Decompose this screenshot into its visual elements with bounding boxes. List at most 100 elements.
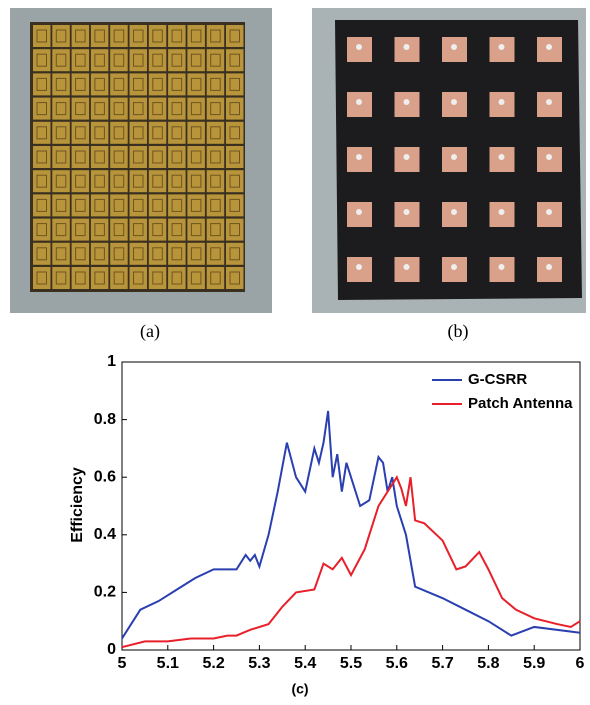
unit-cell [187, 146, 205, 168]
unit-cell [72, 49, 90, 71]
unit-cell [226, 122, 244, 144]
unit-cell [72, 194, 90, 216]
unit-cell [207, 73, 225, 95]
feed-point [356, 44, 362, 50]
feed-point [451, 154, 457, 160]
feed-point [546, 209, 552, 215]
unit-cell [33, 146, 51, 168]
unit-cell [207, 146, 225, 168]
y-tick-label: 0 [107, 641, 116, 658]
unit-cell [33, 98, 51, 120]
y-tick-label: 0.2 [94, 584, 116, 601]
caption-a: (a) [140, 321, 160, 342]
feed-point [451, 209, 457, 215]
unit-cell [149, 98, 167, 120]
x-tick-label: 5.4 [294, 655, 316, 672]
unit-cell [207, 98, 225, 120]
unit-cell [187, 194, 205, 216]
legend-label: Patch Antenna [468, 395, 573, 412]
unit-cell [226, 219, 244, 241]
caption-c: (c) [291, 681, 308, 697]
unit-cell [33, 122, 51, 144]
unit-cell [130, 49, 148, 71]
unit-cell [187, 267, 205, 289]
unit-cell [149, 25, 167, 47]
unit-cell [52, 243, 70, 265]
unit-cell [168, 146, 186, 168]
unit-cell [110, 194, 128, 216]
unit-cell [91, 146, 109, 168]
feed-point [546, 99, 552, 105]
x-tick-label: 5.3 [248, 655, 270, 672]
unit-cell [149, 122, 167, 144]
unit-cell [207, 194, 225, 216]
x-tick-label: 5.9 [523, 655, 545, 672]
feed-point [499, 99, 505, 105]
unit-cell [187, 98, 205, 120]
unit-cell [226, 194, 244, 216]
unit-cell [110, 170, 128, 192]
unit-cell [187, 122, 205, 144]
unit-cell [72, 25, 90, 47]
unit-cell [226, 98, 244, 120]
unit-cell [33, 25, 51, 47]
feed-point [546, 264, 552, 270]
x-tick-label: 5.6 [386, 655, 408, 672]
unit-cell [110, 25, 128, 47]
unit-cell [72, 122, 90, 144]
unit-cell [91, 25, 109, 47]
unit-cell [207, 267, 225, 289]
unit-cell [207, 219, 225, 241]
unit-cell [226, 49, 244, 71]
unit-cell [52, 219, 70, 241]
data-line [122, 477, 580, 647]
unit-cell [207, 49, 225, 71]
unit-cell [130, 219, 148, 241]
unit-cell [149, 194, 167, 216]
unit-cell [72, 146, 90, 168]
unit-cell [168, 49, 186, 71]
unit-cell [52, 267, 70, 289]
x-tick-label: 5.5 [340, 655, 362, 672]
feed-point [546, 44, 552, 50]
unit-cell [91, 122, 109, 144]
unit-cell [91, 98, 109, 120]
unit-cell [226, 146, 244, 168]
unit-cell [187, 219, 205, 241]
x-tick-label: 5.1 [157, 655, 179, 672]
unit-cell [91, 267, 109, 289]
unit-cell [168, 267, 186, 289]
unit-cell [91, 73, 109, 95]
unit-cell [33, 73, 51, 95]
y-axis-label: Efficiency [69, 467, 86, 543]
unit-cell [187, 73, 205, 95]
unit-cell [168, 25, 186, 47]
unit-cell [149, 243, 167, 265]
unit-cell [110, 122, 128, 144]
unit-cell [207, 170, 225, 192]
unit-cell [33, 49, 51, 71]
unit-cell [187, 49, 205, 71]
unit-cell [130, 146, 148, 168]
unit-cell [130, 267, 148, 289]
feed-point [404, 99, 410, 105]
unit-cell [91, 219, 109, 241]
unit-cell [33, 219, 51, 241]
unit-cell [149, 49, 167, 71]
unit-cell [130, 98, 148, 120]
feed-point [499, 209, 505, 215]
unit-cell [226, 170, 244, 192]
unit-cell [72, 98, 90, 120]
unit-cell [110, 219, 128, 241]
unit-cell [72, 267, 90, 289]
x-tick-label: 5 [118, 655, 127, 672]
unit-cell [33, 194, 51, 216]
unit-cell [52, 194, 70, 216]
unit-cell [226, 267, 244, 289]
unit-cell [72, 73, 90, 95]
unit-cell [130, 122, 148, 144]
unit-cell [72, 219, 90, 241]
unit-cell [91, 49, 109, 71]
unit-cell [187, 170, 205, 192]
data-line [122, 411, 580, 639]
